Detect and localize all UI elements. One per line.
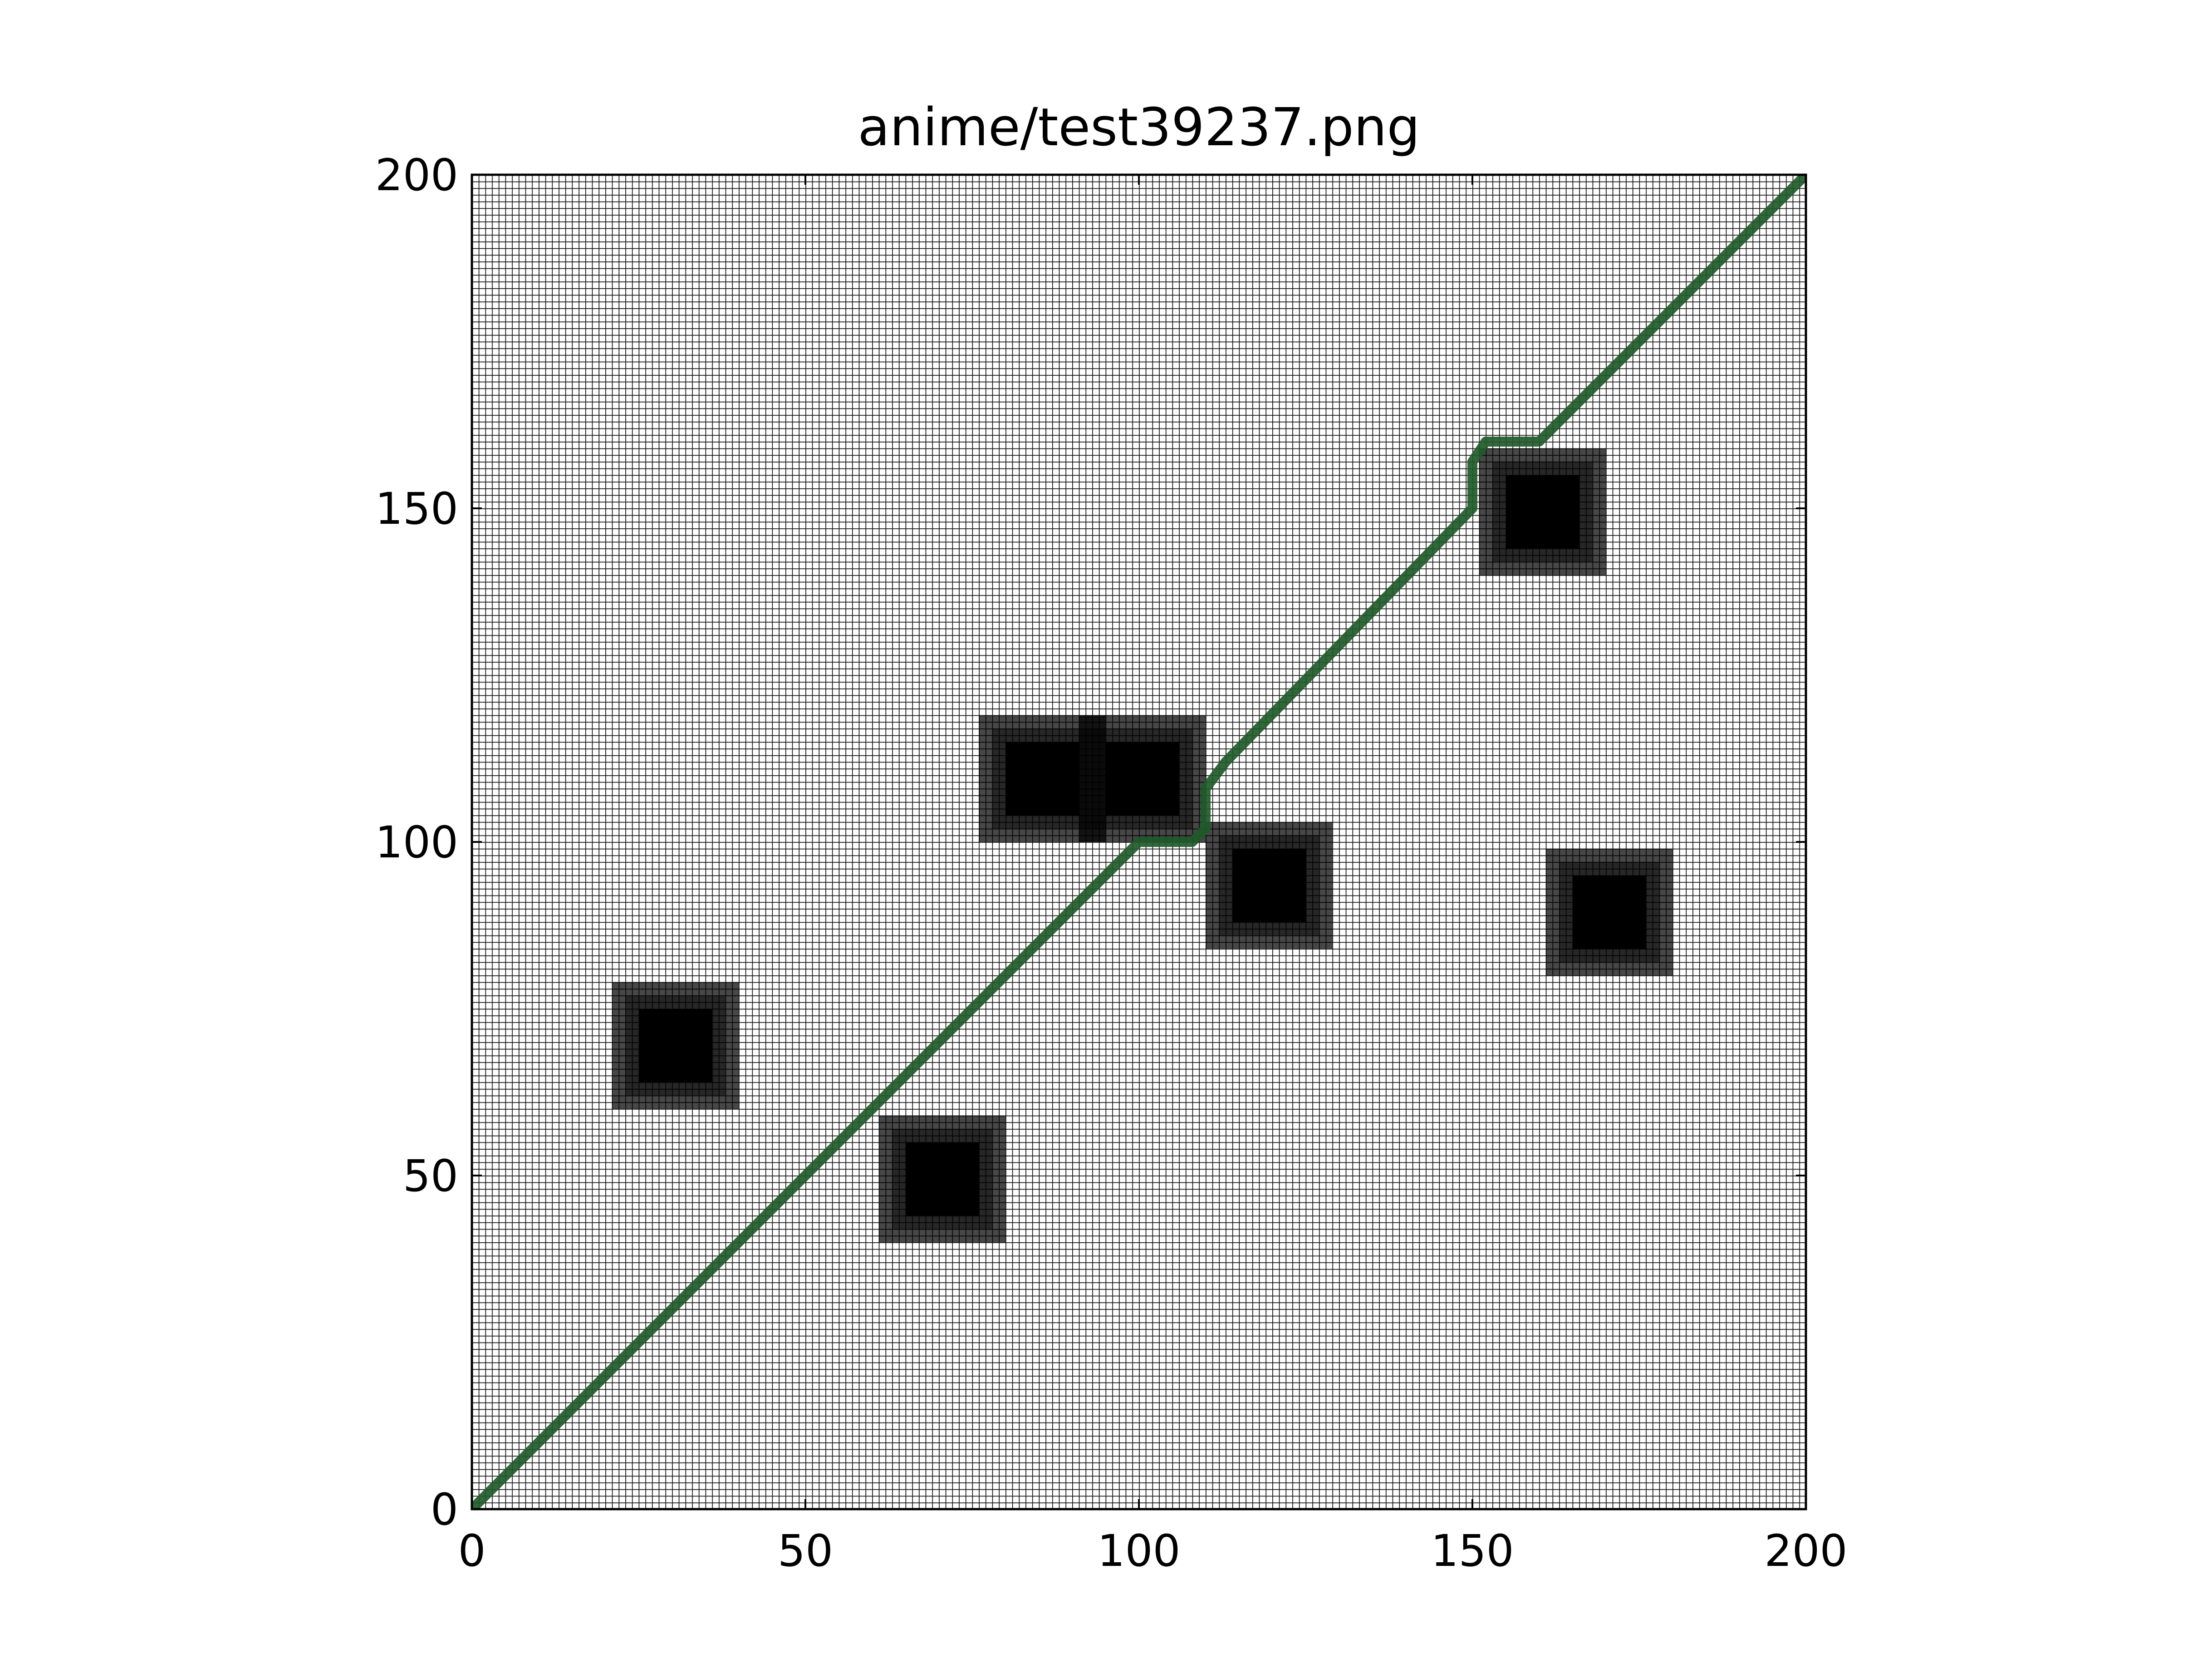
obstacle-6	[1479, 448, 1606, 575]
x-tick-label: 200	[1764, 1525, 1847, 1576]
obstacle-layer	[612, 448, 1672, 1242]
obstacle-2	[878, 1115, 1005, 1242]
obstacle-4	[1079, 715, 1206, 842]
obstacle-core	[1572, 875, 1646, 949]
y-tick-label: 200	[375, 150, 458, 201]
obstacle-core	[1506, 475, 1579, 549]
y-tick-label: 150	[375, 483, 458, 534]
y-tick-label: 100	[375, 817, 458, 868]
obstacle-5	[1206, 822, 1333, 949]
obstacle-1	[612, 982, 739, 1109]
path-series-1	[472, 175, 1806, 1509]
y-tick-label: 0	[431, 1484, 458, 1535]
path-layer	[472, 175, 1806, 1509]
x-tick-label: 150	[1431, 1525, 1514, 1576]
obstacle-core	[905, 1142, 979, 1216]
obstacle-core	[638, 1009, 712, 1082]
x-tick-label: 0	[458, 1525, 486, 1576]
obstacle-core	[1232, 848, 1306, 922]
y-tick-label: 50	[403, 1151, 458, 1201]
y-axis: 0 50 100 150 200	[375, 150, 1806, 1535]
x-tick-label: 50	[778, 1525, 833, 1576]
x-axis: 0 50 100 150 200	[458, 175, 1848, 1576]
plot-area	[471, 173, 1807, 1511]
obstacle-core	[1105, 742, 1179, 816]
x-tick-label: 100	[1097, 1525, 1180, 1576]
obstacle-core	[1005, 742, 1079, 816]
chart-title: anime/test39237.png	[858, 97, 1420, 158]
obstacle-7	[1545, 848, 1672, 975]
